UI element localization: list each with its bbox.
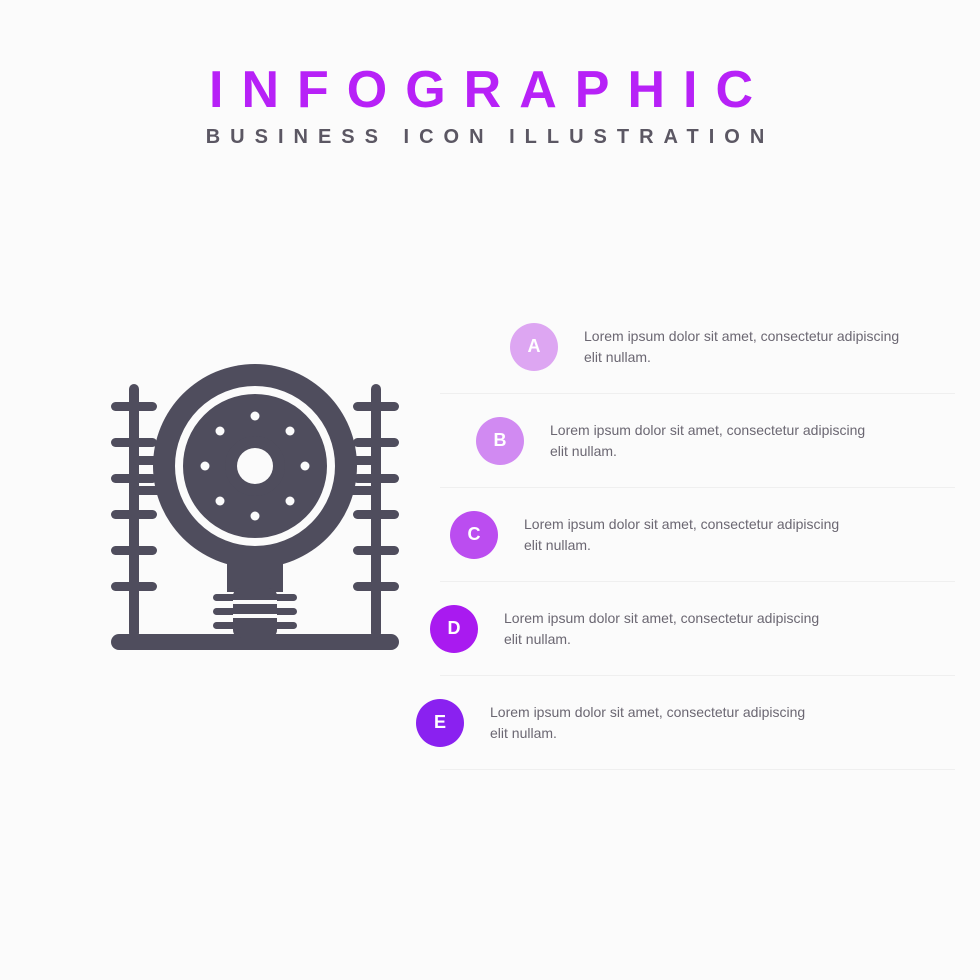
step-letter: A	[528, 336, 541, 357]
step-row: C Lorem ipsum dolor sit amet, consectetur…	[440, 488, 955, 582]
step-row: D Lorem ipsum dolor sit amet, consectetur…	[440, 582, 955, 676]
step-letter: E	[434, 712, 446, 733]
main-icon-container	[0, 300, 430, 658]
step-row: A Lorem ipsum dolor sit amet, consectetur…	[440, 300, 955, 394]
infographic-page: INFOGRAPHIC BUSINESS ICON ILLUSTRATION	[0, 0, 980, 980]
step-letter: D	[448, 618, 461, 639]
step-row: ELorem ipsum dolor sit amet, consectetur…	[440, 676, 955, 770]
page-title: INFOGRAPHIC	[0, 60, 980, 120]
step-badge: D	[430, 605, 478, 653]
step-description: Lorem ipsum dolor sit amet, consectetur …	[490, 702, 820, 743]
step-letter: C	[468, 524, 481, 545]
step-badge: B	[476, 417, 524, 465]
step-badge: C	[450, 511, 498, 559]
step-description: Lorem ipsum dolor sit amet, consectetur …	[550, 420, 880, 461]
page-subtitle: BUSINESS ICON ILLUSTRATION	[0, 126, 980, 149]
step-badge: E	[416, 699, 464, 747]
steps-list: A Lorem ipsum dolor sit amet, consectetur…	[430, 300, 955, 770]
step-letter: B	[494, 430, 507, 451]
step-description: Lorem ipsum dolor sit amet, consectetur …	[504, 608, 834, 649]
step-description: Lorem ipsum dolor sit amet, consectetur …	[584, 326, 914, 367]
step-badge: A	[510, 323, 558, 371]
step-description: Lorem ipsum dolor sit amet, consectetur …	[524, 514, 854, 555]
step-row: B Lorem ipsum dolor sit amet, consectetur…	[440, 394, 955, 488]
content-area: A Lorem ipsum dolor sit amet, consectetur…	[0, 300, 980, 770]
define-bulb-icon	[105, 338, 405, 658]
